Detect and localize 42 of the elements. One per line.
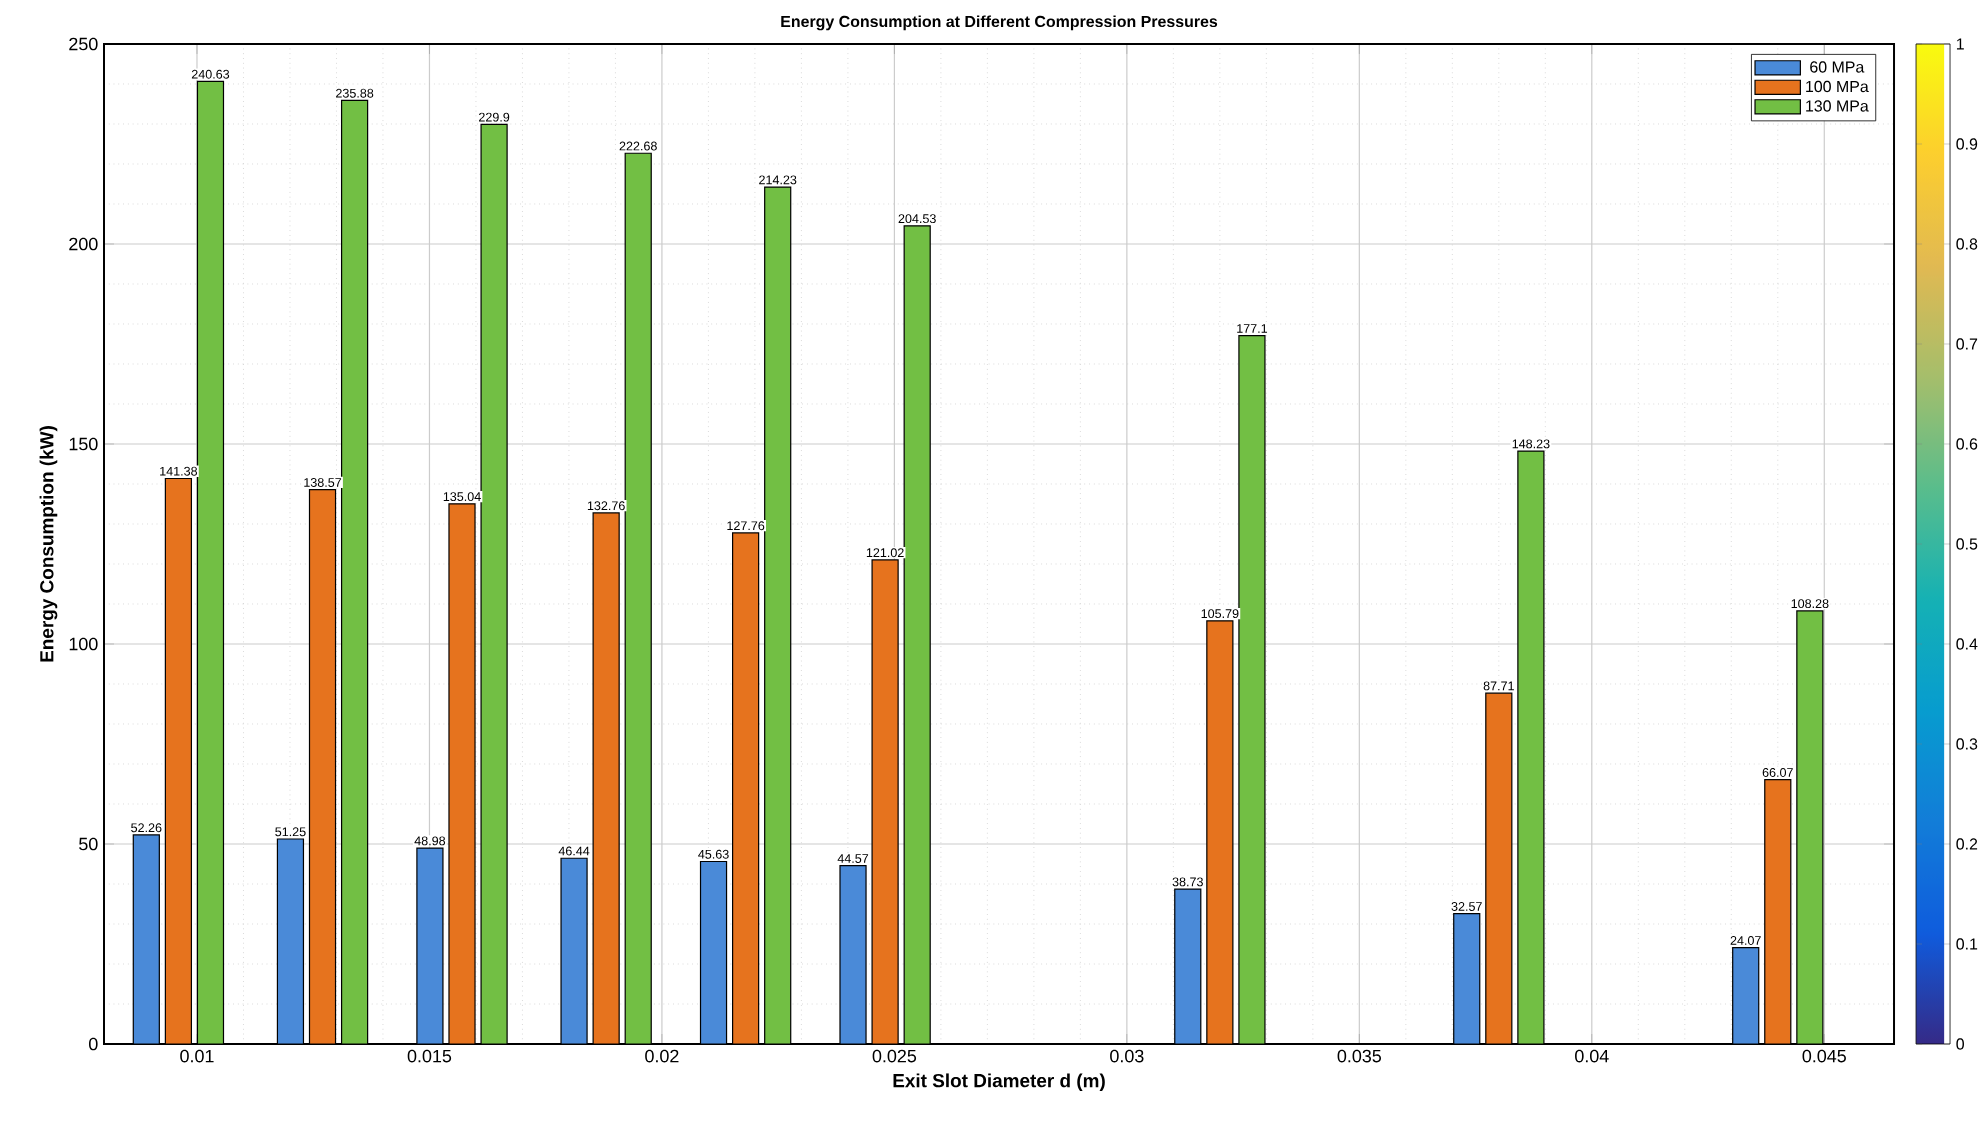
bar: [1796, 610, 1824, 1044]
x-tick-label: 0.03: [1110, 1049, 1144, 1063]
bar: [592, 512, 620, 1044]
bar: [839, 865, 867, 1044]
y-tick-label: 100: [69, 637, 98, 651]
bar: [560, 857, 588, 1044]
x-tick-label: 0.025: [872, 1049, 917, 1063]
bar: [1453, 913, 1481, 1044]
y-axis-title: Energy Consumption (kW): [39, 426, 58, 662]
y-tick-label: 150: [69, 437, 98, 451]
x-tick-label: 0.02: [645, 1049, 679, 1063]
bar: [164, 477, 193, 1044]
bar: [1764, 779, 1792, 1044]
bar: [699, 860, 728, 1044]
bar: [132, 834, 160, 1044]
x-tick-label: 0.045: [1802, 1049, 1846, 1063]
x-axis-title: Exit Slot Diameter d (m): [893, 1073, 1105, 1092]
y-tick-label: 250: [69, 37, 98, 51]
bar: [196, 80, 225, 1044]
y-tick-label: 50: [79, 837, 98, 851]
bar: [480, 123, 508, 1044]
bar: [1238, 334, 1266, 1044]
bar: [624, 152, 652, 1044]
bar: [871, 559, 899, 1044]
x-tick-label: 0.04: [1575, 1049, 1609, 1063]
bar: [1485, 692, 1513, 1044]
y-tick-label: 200: [69, 237, 98, 251]
x-tick-label: 0.015: [407, 1049, 452, 1063]
x-tick-label: 0.035: [1337, 1049, 1382, 1063]
bar: [1174, 888, 1202, 1044]
bar: [764, 186, 792, 1044]
bar: [1732, 947, 1760, 1044]
bar: [1517, 450, 1545, 1044]
bar: [340, 99, 369, 1044]
bar: [416, 847, 444, 1044]
y-tick-label: 0: [89, 1037, 98, 1051]
bar: [732, 532, 760, 1044]
bar: [903, 225, 931, 1044]
bar: [276, 838, 305, 1044]
x-tick-label: 0.01: [180, 1049, 214, 1063]
bar: [308, 489, 337, 1044]
bar: [448, 503, 476, 1044]
